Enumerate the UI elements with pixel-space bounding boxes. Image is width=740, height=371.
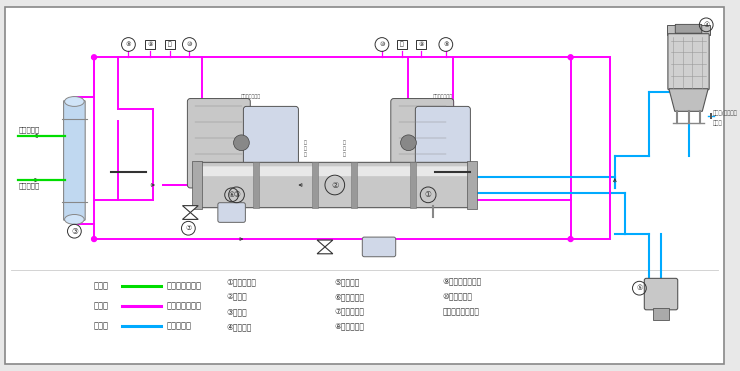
Text: 低
压
阀: 低 压 阀: [343, 140, 346, 157]
Text: 绿色线: 绿色线: [94, 282, 109, 291]
Polygon shape: [183, 206, 198, 213]
FancyBboxPatch shape: [243, 106, 298, 179]
Polygon shape: [669, 89, 708, 111]
Bar: [653, 308, 669, 320]
Text: ②冷凝器: ②冷凝器: [226, 292, 247, 302]
Bar: [468, 161, 477, 209]
Ellipse shape: [64, 96, 84, 106]
Polygon shape: [317, 240, 333, 247]
Text: 制冷剂循环回路: 制冷剂循环回路: [166, 301, 202, 311]
Text: 高压排气管滴向: 高压排气管滴向: [241, 93, 261, 99]
Text: ④: ④: [703, 22, 710, 28]
Bar: [352, 162, 357, 208]
Text: 载冷剂流入: 载冷剂流入: [18, 182, 40, 189]
Bar: [667, 25, 710, 35]
Text: ⑨低压压力控制器: ⑨低压压力控制器: [443, 278, 482, 287]
Text: 低
压
阀: 低 压 阀: [304, 140, 307, 157]
Text: ⑧低压压力表: ⑧低压压力表: [334, 322, 365, 331]
Text: ③蒸发器: ③蒸发器: [226, 307, 247, 316]
FancyBboxPatch shape: [391, 99, 454, 188]
Text: ⑦: ⑦: [185, 225, 192, 231]
Text: 水循环回路: 水循环回路: [166, 321, 192, 330]
Text: ①: ①: [425, 190, 431, 199]
Text: 排污阀: 排污阀: [713, 120, 723, 126]
FancyBboxPatch shape: [64, 101, 85, 220]
Text: 补水口(浮球控制: 补水口(浮球控制: [713, 111, 738, 116]
Text: ⑩: ⑩: [379, 42, 385, 47]
FancyBboxPatch shape: [195, 162, 474, 208]
Bar: [397, 40, 406, 49]
Text: ①螺杆压缩机: ①螺杆压缩机: [226, 278, 257, 287]
Circle shape: [92, 237, 96, 242]
Text: ⑨: ⑨: [147, 42, 153, 47]
FancyBboxPatch shape: [676, 24, 702, 33]
Circle shape: [568, 55, 573, 60]
Text: ⑦供液膨胀阀: ⑦供液膨胀阀: [334, 307, 365, 316]
Text: ⑤冷却水泵: ⑤冷却水泵: [334, 278, 360, 287]
Circle shape: [400, 135, 417, 151]
Text: 载冷剂出口: 载冷剂出口: [18, 126, 40, 133]
Bar: [312, 162, 318, 208]
FancyBboxPatch shape: [187, 99, 250, 188]
Bar: [417, 40, 426, 49]
Bar: [165, 40, 175, 49]
Text: ①: ①: [233, 190, 240, 199]
Circle shape: [92, 55, 96, 60]
Text: ⑩: ⑩: [186, 42, 192, 47]
Text: ⑥: ⑥: [229, 192, 235, 198]
FancyBboxPatch shape: [363, 237, 396, 257]
Circle shape: [234, 135, 249, 151]
Text: ⑧: ⑧: [443, 42, 448, 47]
FancyBboxPatch shape: [218, 203, 246, 222]
Text: 高压排气管滴向: 高压排气管滴向: [433, 93, 453, 99]
Text: ⑨: ⑨: [418, 42, 424, 47]
Bar: [411, 162, 417, 208]
Text: ⑪: ⑪: [400, 42, 403, 47]
Bar: [253, 162, 259, 208]
Polygon shape: [710, 113, 712, 119]
Text: ⑪: ⑪: [168, 42, 172, 47]
Text: ⑤: ⑤: [636, 285, 642, 291]
Text: ⑩高压压力表: ⑩高压压力表: [443, 292, 473, 302]
Text: ③: ③: [71, 227, 78, 236]
Text: ⑧: ⑧: [126, 42, 131, 47]
FancyBboxPatch shape: [415, 106, 471, 179]
Text: ⑪高压压力控制器: ⑪高压压力控制器: [443, 307, 480, 316]
Text: 载冷剂循环回路: 载冷剂循环回路: [166, 282, 202, 291]
Text: ②: ②: [331, 181, 338, 190]
Circle shape: [568, 237, 573, 242]
FancyBboxPatch shape: [200, 166, 469, 176]
Text: ④冷却水塔: ④冷却水塔: [226, 322, 252, 331]
FancyBboxPatch shape: [668, 34, 709, 90]
Bar: [145, 40, 155, 49]
Bar: [192, 161, 202, 209]
FancyBboxPatch shape: [645, 278, 678, 310]
Text: 红色线: 红色线: [94, 301, 109, 311]
Polygon shape: [317, 247, 333, 254]
Polygon shape: [183, 213, 198, 219]
Ellipse shape: [64, 214, 84, 224]
Text: 蓝色线: 蓝色线: [94, 321, 109, 330]
Text: ⑥干燥过滤器: ⑥干燥过滤器: [334, 292, 365, 302]
